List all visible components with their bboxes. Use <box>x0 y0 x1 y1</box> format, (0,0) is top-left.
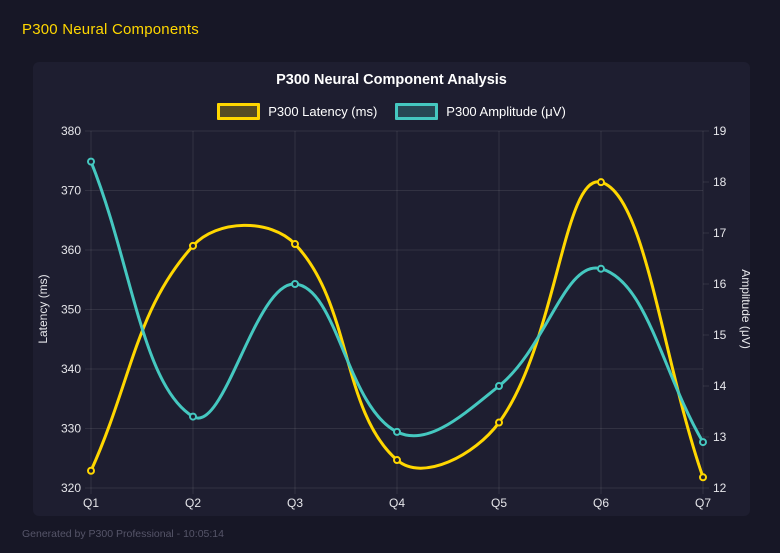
right-axis-tick-label: 15 <box>713 328 727 342</box>
right-axis-tick-label: 19 <box>713 124 727 138</box>
left-axis-tick-label: 370 <box>61 184 81 198</box>
x-axis-tick-label: Q3 <box>287 496 303 510</box>
data-point[interactable] <box>291 240 299 249</box>
data-point[interactable] <box>393 456 401 465</box>
legend-label: P300 Amplitude (μV) <box>446 104 566 119</box>
data-point[interactable] <box>495 418 503 427</box>
chart-title: P300 Neural Component Analysis <box>276 72 507 88</box>
x-axis-tick-label: Q2 <box>185 496 201 510</box>
data-point[interactable] <box>189 241 197 250</box>
right-axis-title: Amplitude (μV) <box>739 269 750 349</box>
data-point[interactable] <box>291 280 299 288</box>
x-axis-tick-label: Q6 <box>593 496 609 510</box>
right-axis-tick-label: 16 <box>713 277 727 291</box>
left-axis-tick-label: 360 <box>61 243 81 257</box>
legend-swatch <box>217 103 261 120</box>
right-axis-tick-label: 17 <box>713 226 727 240</box>
left-axis-tick-label: 380 <box>61 124 81 138</box>
legend-swatch <box>395 103 439 120</box>
left-axis-tick-label: 330 <box>61 422 81 436</box>
data-point[interactable] <box>87 466 95 475</box>
data-point[interactable] <box>87 157 95 166</box>
left-axis-tick-label: 340 <box>61 362 81 376</box>
page-title: P300 Neural Components <box>22 21 200 38</box>
left-axis-tick-label: 320 <box>61 481 81 495</box>
data-point[interactable] <box>495 382 503 390</box>
data-point[interactable] <box>699 438 707 447</box>
left-axis-tick-label: 350 <box>61 303 81 317</box>
left-axis-title: Latency (ms) <box>36 274 50 343</box>
right-axis-tick-label: 18 <box>713 175 727 189</box>
chart-panel: P300 Neural Component Analysis P300 Late… <box>33 62 750 516</box>
right-axis-tick-label: 12 <box>713 481 727 495</box>
line-chart-canvas: 320 330 340 350 360 370 380 12 13 14 15 16 17 18 19 Q1 Q… <box>36 124 750 510</box>
data-point[interactable] <box>393 427 401 436</box>
x-axis-tick-label: Q7 <box>695 496 711 510</box>
legend-item[interactable]: P300 Latency (ms) <box>217 103 377 120</box>
data-point[interactable] <box>699 473 707 482</box>
footer-text: Generated by P300 Professional - 10:05:1… <box>22 528 224 540</box>
x-axis-tick-label: Q1 <box>83 496 99 510</box>
right-axis-tick-label: 13 <box>713 430 727 444</box>
data-point[interactable] <box>189 412 197 421</box>
legend-label: P300 Latency (ms) <box>268 104 378 119</box>
data-point[interactable] <box>597 178 605 187</box>
legend-item[interactable]: P300 Amplitude (μV) <box>395 103 566 120</box>
chart-legend: P300 Latency (ms) P300 Amplitude (μV) <box>33 103 750 120</box>
x-axis-tick-label: Q5 <box>491 496 507 510</box>
data-point[interactable] <box>597 264 605 273</box>
x-axis-tick-label: Q4 <box>389 496 405 510</box>
right-axis-tick-label: 14 <box>713 379 727 393</box>
